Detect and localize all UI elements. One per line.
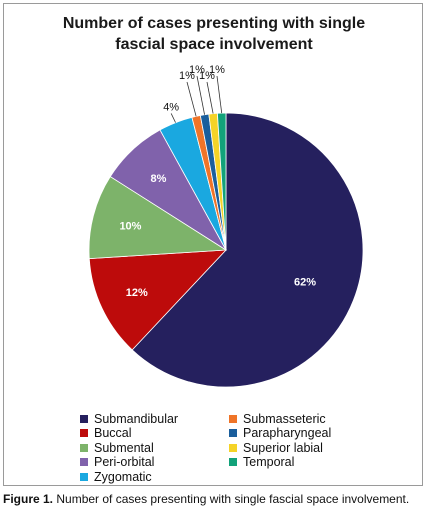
slice-label-submasseteric: 1% [179,70,195,82]
leader-line-temporal [216,75,223,114]
pie-slice-submandibular [131,112,364,388]
leader-line-superior-labial [206,81,214,114]
slice-label-zygomatic: 4% [163,101,179,113]
chart-title-line-1: Number of cases presenting with single [62,15,366,32]
pie-slice-submental [88,176,228,260]
slice-label-parapharyngeal: 1% [189,64,205,76]
slice-label-peri-orbital: 8% [151,173,167,185]
leader-line-submasseteric [186,81,197,117]
chart-title-line-2: fascial space involvement [115,36,313,53]
slice-label-submental: 10% [119,220,141,232]
figure-frame: Number of cases presenting with single f… [3,3,423,486]
chart-title: Number of cases presenting with single f… [4,13,424,55]
figure-caption-label: Figure 1. [3,492,54,506]
leader-line-zygomatic [170,113,176,123]
pie-chart: 62%12%10%8%4%1%1%1%1% [88,64,364,388]
slice-label-superior-labial: 1% [199,70,215,82]
slice-label-buccal: 12% [126,287,148,299]
slice-label-temporal: 1% [209,64,225,76]
figure-caption-text: Number of cases presenting with single f… [56,492,410,506]
pie-slice-buccal [88,249,227,351]
slice-label-submandibular: 62% [294,276,316,288]
leader-line-parapharyngeal [196,75,205,115]
figure-caption: Figure 1. Number of cases presenting wit… [3,492,427,506]
